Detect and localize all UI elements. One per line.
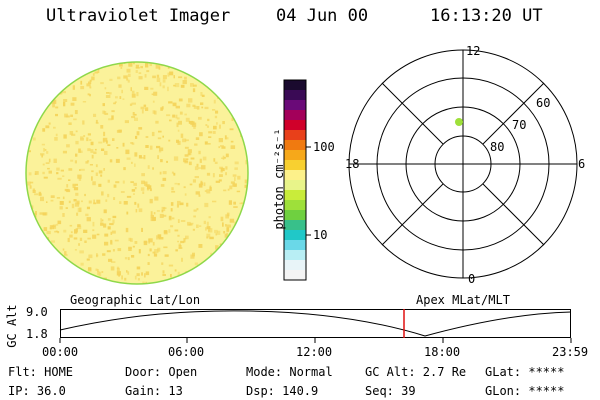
colorbar-unit-label: photon cm⁻²s⁻¹ (272, 128, 286, 230)
colorbar-tick-10: 10 (313, 228, 328, 242)
colorbar-cell (284, 90, 306, 101)
colorbar-cell (284, 210, 306, 221)
polar-spot (455, 118, 463, 126)
info-seq: Seq: 39 (365, 384, 416, 398)
timeline-right-label: Apex MLat/MLT (416, 293, 510, 307)
mlat-label-60: 60 (536, 96, 551, 110)
colorbar-cell (284, 240, 306, 251)
colorbar-cell (284, 270, 306, 281)
disk-background (26, 62, 248, 284)
date-label: 04 Jun 00 (276, 6, 369, 26)
colorbar-cell (284, 120, 306, 131)
timeline-tick-0600: 06:00 (168, 345, 205, 359)
colorbar-cell (284, 230, 306, 241)
info-glon: GLon: ***** (485, 384, 565, 398)
polar-diag-4 (482, 183, 545, 246)
colorbar-cell (284, 180, 306, 191)
timeline-frame (60, 309, 571, 338)
app-title: Ultraviolet Imager (46, 6, 231, 26)
timeline-tick-1800: 18:00 (424, 345, 461, 359)
mlt-label-12: 12 (466, 44, 481, 58)
polar-diag-1 (381, 82, 444, 145)
timeline-ymin: 1.8 (26, 327, 48, 341)
colorbar-cell (284, 220, 306, 231)
mlt-label-18: 18 (345, 157, 360, 171)
info-dsp: Dsp: 140.9 (246, 384, 319, 398)
colorbar-cell (284, 260, 306, 271)
uv-disk-image (25, 61, 249, 285)
mlt-label-0: 0 (468, 272, 476, 286)
colorbar-cell (284, 250, 306, 261)
colorbar-cell (284, 80, 306, 91)
color-bar (283, 79, 311, 281)
disk-rim (25, 61, 249, 285)
colorbar-tick-100: 100 (313, 140, 335, 154)
info-gain: Gain: 13 (125, 384, 183, 398)
colorbar-cell (284, 200, 306, 211)
mlt-label-6: 6 (578, 157, 586, 171)
timeline-left-label: Geographic Lat/Lon (70, 293, 201, 307)
polar-diag-2 (482, 82, 545, 145)
colorbar-cell (284, 190, 306, 201)
polar-plot (348, 49, 578, 279)
colorbar-cell (284, 150, 306, 161)
info-ip: IP: 36.0 (8, 384, 66, 398)
colorbar-cell (284, 160, 306, 171)
timeline-ymax: 9.0 (26, 305, 48, 319)
altitude-curve (59, 310, 572, 337)
colorbar-cell (284, 140, 306, 151)
info-gcalt: GC Alt: 2.7 Re (365, 365, 467, 379)
time-label: 16:13:20 UT (430, 6, 543, 26)
info-door: Door: Open (125, 365, 198, 379)
colorbar-cell (284, 170, 306, 181)
colorbar-cell (284, 100, 306, 111)
polar-diag-3 (381, 183, 444, 246)
mlat-label-70: 70 (512, 118, 527, 132)
colorbar-cell (284, 110, 306, 121)
info-flt: Flt: HOME (8, 365, 74, 379)
mlat-label-80: 80 (490, 140, 505, 154)
timeline-plot (59, 309, 572, 343)
info-glat: GLat: ***** (485, 365, 565, 379)
info-mode: Mode: Normal (246, 365, 333, 379)
colorbar-cell (284, 130, 306, 141)
timeline-tick-1200: 12:00 (296, 345, 333, 359)
timeline-axis-label: GC Alt (5, 304, 19, 348)
timeline-tick-2359: 23:59 (552, 345, 589, 359)
timeline-tick-0000: 00:00 (42, 345, 79, 359)
